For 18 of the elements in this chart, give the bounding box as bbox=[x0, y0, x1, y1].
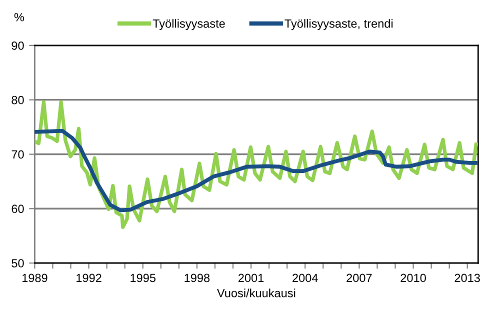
x-tick-label: 1989 bbox=[22, 274, 48, 282]
y-tick-label: 70 bbox=[12, 150, 24, 159]
x-axis-title: Vuosi/kuukausi bbox=[217, 288, 296, 298]
x-tick-label: 2013 bbox=[454, 274, 480, 282]
y-tick-label: 50 bbox=[12, 259, 24, 268]
y-tick-label: 80 bbox=[12, 96, 24, 104]
x-tick-label: 1995 bbox=[130, 274, 156, 282]
x-tick-label: 1998 bbox=[184, 274, 210, 282]
x-tick-label: 2010 bbox=[400, 274, 426, 282]
x-tick-label: 2004 bbox=[292, 274, 318, 282]
y-tick-label: 90 bbox=[12, 41, 24, 50]
x-tick-label: 2007 bbox=[346, 274, 372, 282]
x-tick-label: 2001 bbox=[238, 274, 264, 282]
legend-label: Työllisyysaste bbox=[152, 19, 225, 30]
y-tick-label: 60 bbox=[12, 204, 24, 214]
legend-label: Työllisyysaste, trendi bbox=[284, 19, 393, 30]
y-axis-title: % bbox=[14, 13, 24, 22]
x-tick-label: 1992 bbox=[76, 274, 102, 282]
